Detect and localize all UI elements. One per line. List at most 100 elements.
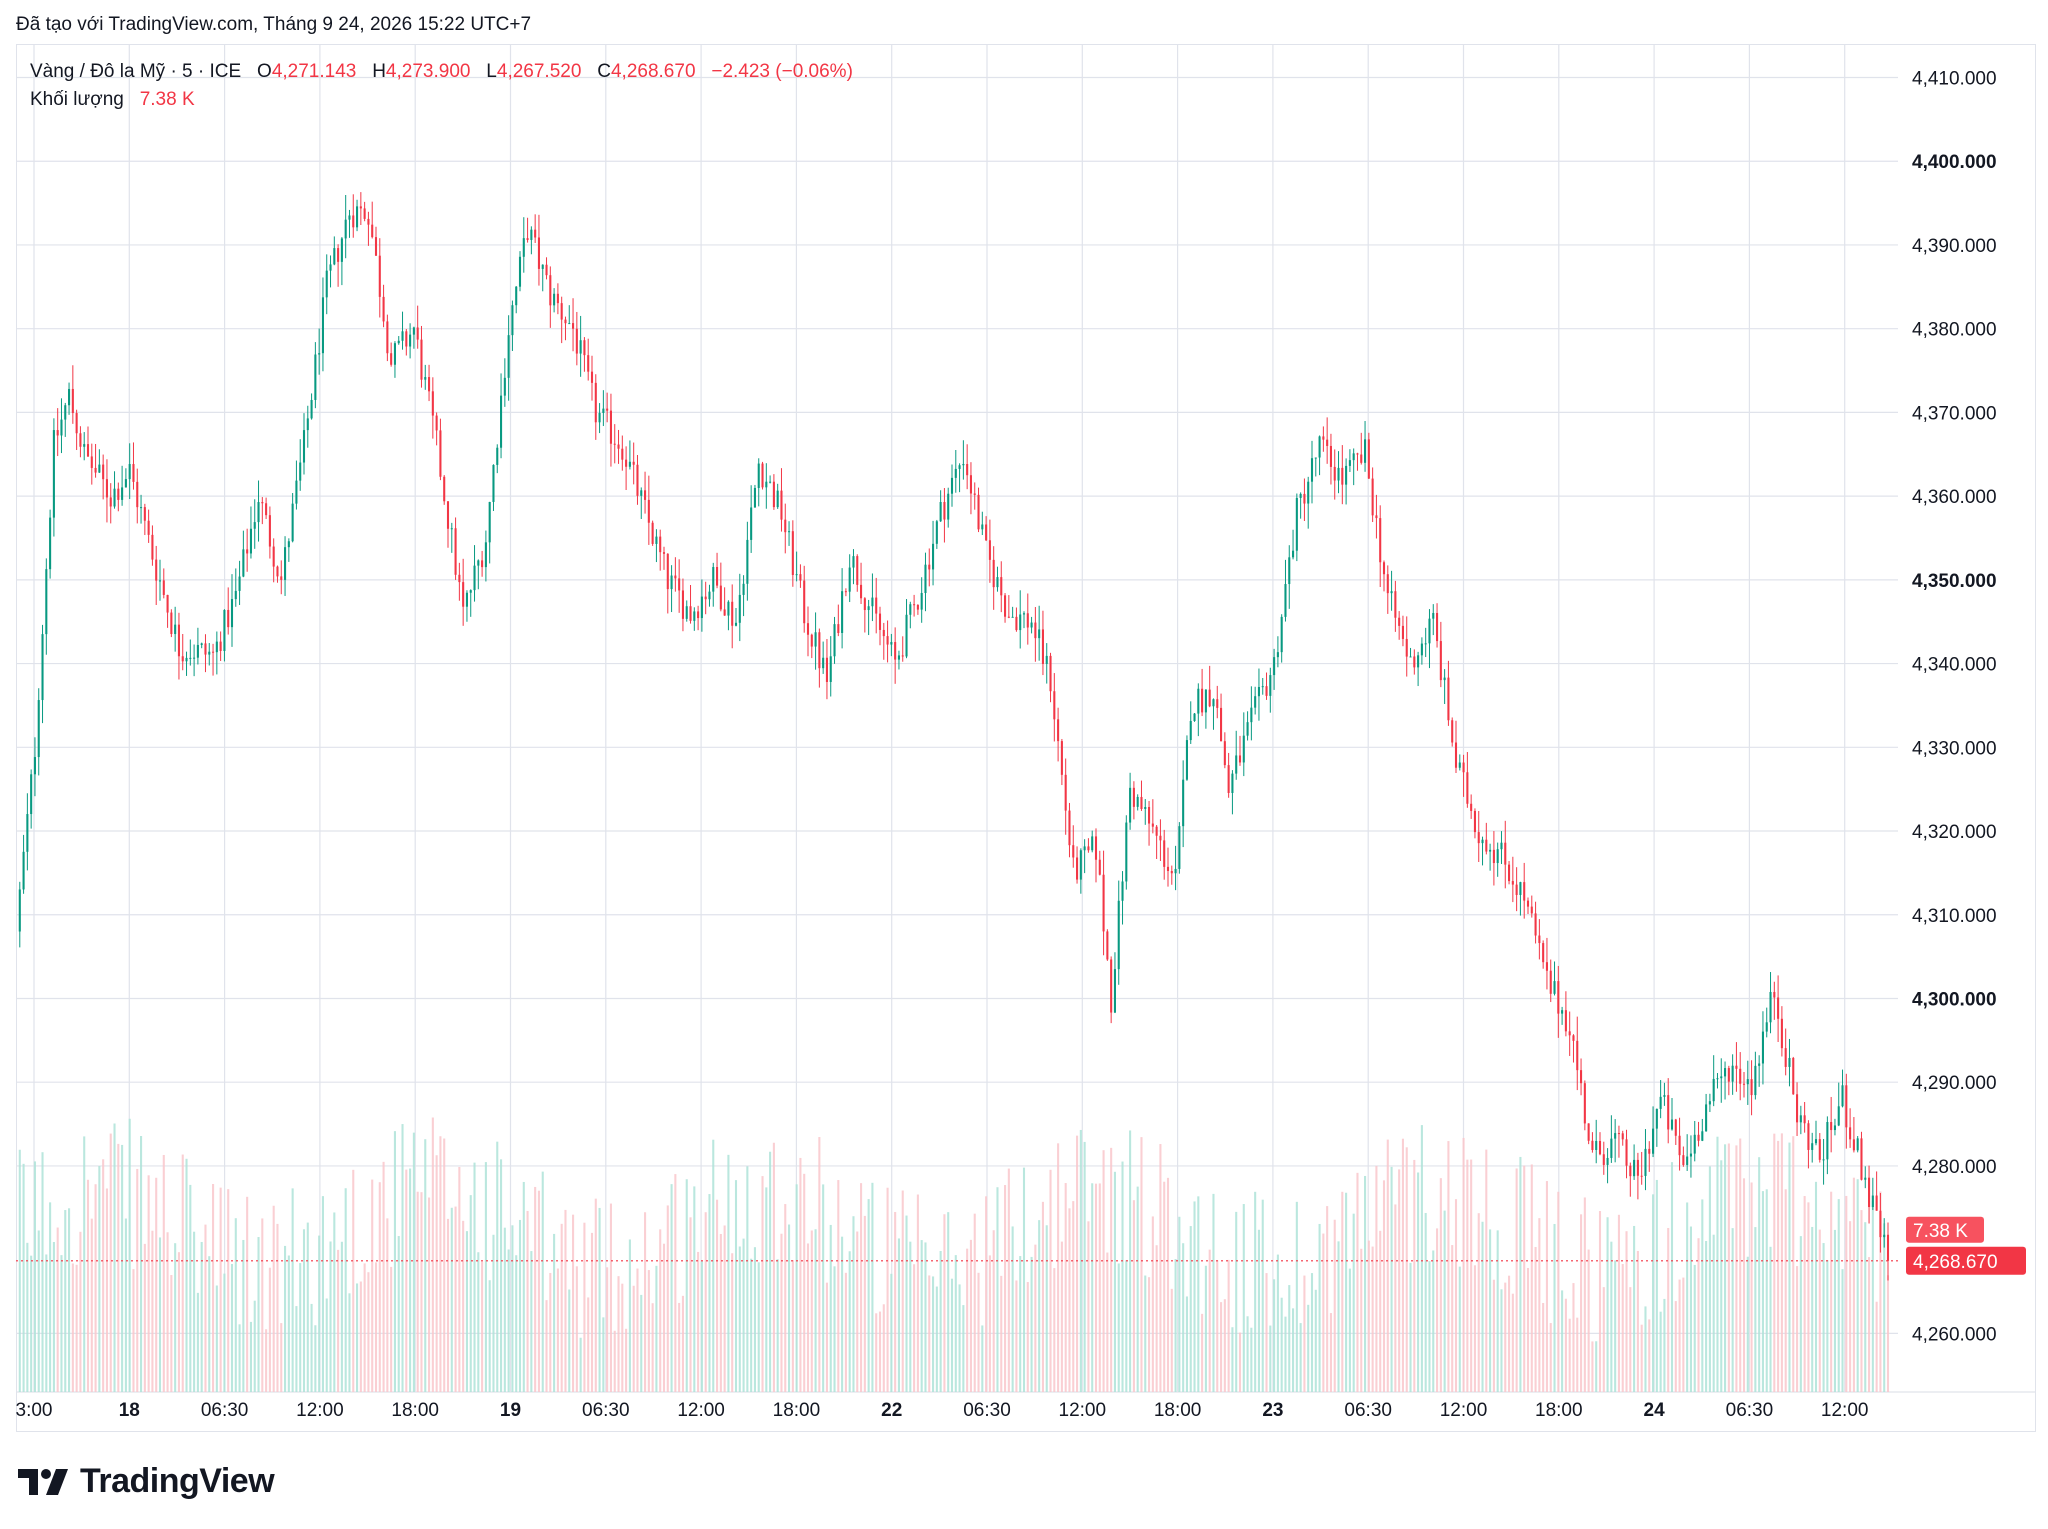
candle-body bbox=[1314, 457, 1317, 459]
volume-bar bbox=[310, 1303, 313, 1392]
volume-bar bbox=[1030, 1256, 1033, 1392]
candle-body bbox=[1557, 981, 1560, 1014]
candle-body bbox=[572, 323, 575, 329]
candle-body bbox=[1299, 493, 1302, 498]
candle-body bbox=[863, 598, 866, 611]
volume-bar bbox=[1064, 1183, 1067, 1392]
time-tick-label: 18 bbox=[119, 1400, 140, 1421]
volume-bar bbox=[1197, 1196, 1200, 1392]
candle-body bbox=[1098, 859, 1101, 875]
volume-bar bbox=[1481, 1221, 1484, 1392]
candle-body bbox=[469, 590, 472, 593]
candle-body bbox=[1284, 584, 1287, 617]
candle-body bbox=[420, 339, 423, 380]
price-tick-label: 4,380.000 bbox=[1912, 320, 1997, 341]
candle-body bbox=[685, 606, 688, 619]
candle-body bbox=[841, 591, 844, 633]
candle-body bbox=[810, 634, 813, 647]
volume-bar bbox=[1117, 1263, 1120, 1392]
candle-body bbox=[1841, 1085, 1844, 1107]
candle-body bbox=[1113, 969, 1116, 1013]
candle-body bbox=[1432, 612, 1435, 619]
volume-bar bbox=[446, 1218, 450, 1392]
volume-bar bbox=[397, 1236, 400, 1392]
candle-body bbox=[791, 531, 794, 575]
candle-body bbox=[1538, 935, 1541, 944]
volume-bar bbox=[1830, 1191, 1833, 1392]
low-value: 4,267.520 bbox=[496, 61, 582, 82]
candle-body bbox=[776, 490, 779, 508]
chart-frame[interactable] bbox=[16, 44, 2036, 1432]
volume-bar bbox=[1148, 1277, 1151, 1392]
price-tick-label: 4,370.000 bbox=[1912, 403, 1997, 424]
candle-body bbox=[367, 218, 370, 225]
candle-body bbox=[1011, 616, 1014, 618]
volume-bar bbox=[227, 1189, 230, 1392]
candle-body bbox=[556, 293, 559, 304]
volume-bar bbox=[49, 1202, 52, 1392]
volume-bar bbox=[719, 1233, 722, 1392]
candle-body bbox=[636, 464, 639, 496]
candle-body bbox=[416, 327, 419, 340]
candle-body bbox=[1508, 864, 1511, 882]
volume-bar bbox=[1727, 1143, 1730, 1392]
candle-body bbox=[1595, 1140, 1598, 1150]
candle-body bbox=[693, 611, 696, 621]
candle-body bbox=[22, 851, 25, 890]
volume-bar bbox=[848, 1251, 851, 1392]
candle-body bbox=[1038, 629, 1041, 639]
candle-body bbox=[662, 552, 666, 554]
volume-bar bbox=[1814, 1181, 1818, 1392]
price-tick-label: 4,340.000 bbox=[1912, 655, 1997, 676]
time-axis[interactable]: 3:00 18 06:30 12:00 18:00 19 06:30 12:00 18:00 22… bbox=[16, 1400, 1869, 1421]
volume-bar bbox=[1500, 1289, 1503, 1392]
volume-bar bbox=[1295, 1201, 1298, 1392]
candle-body bbox=[818, 632, 821, 669]
candle-body bbox=[1852, 1139, 1855, 1151]
price-tick-label: 4,390.000 bbox=[1912, 236, 1997, 257]
candle-body bbox=[1826, 1122, 1829, 1160]
volume-bar bbox=[772, 1142, 775, 1392]
time-tick-label: 06:30 bbox=[1344, 1400, 1392, 1421]
candle-body bbox=[1492, 849, 1495, 864]
candle-body bbox=[431, 391, 434, 416]
candle-body bbox=[613, 443, 616, 445]
volume-bar bbox=[829, 1224, 832, 1392]
volume-bar bbox=[1049, 1169, 1052, 1392]
volume-bar bbox=[1826, 1260, 1829, 1392]
volume-bar bbox=[56, 1227, 59, 1392]
volume-bar bbox=[1174, 1259, 1177, 1392]
volume-bar bbox=[1598, 1211, 1602, 1392]
candle-body bbox=[26, 814, 29, 852]
volume-bar bbox=[284, 1245, 287, 1392]
volume-label[interactable]: Khối lượng bbox=[30, 89, 124, 110]
volume-bar bbox=[295, 1306, 298, 1392]
candle-body bbox=[1830, 1122, 1833, 1131]
candle-body bbox=[621, 448, 624, 460]
volume-bar bbox=[916, 1194, 919, 1392]
volume-bar bbox=[560, 1223, 563, 1392]
candle-body bbox=[268, 515, 271, 547]
price-axis[interactable]: 4,410.000 4,400.000 4,390.000 4,380.000 4,37… bbox=[1912, 68, 1997, 1345]
symbol-label[interactable]: Vàng / Đô la Mỹ · 5 · ICE bbox=[30, 61, 242, 82]
volume-bar bbox=[45, 1254, 48, 1392]
volume-bar bbox=[79, 1231, 82, 1392]
tradingview-logo[interactable]: TradingView bbox=[18, 1462, 275, 1501]
volume-bar bbox=[340, 1241, 343, 1392]
candle-body bbox=[962, 463, 965, 466]
volume-bar bbox=[681, 1295, 684, 1392]
volume-bar bbox=[765, 1187, 768, 1392]
volume-bar bbox=[988, 1255, 991, 1392]
volume-bar bbox=[1595, 1341, 1598, 1392]
volume-bar bbox=[1803, 1196, 1806, 1392]
volume-bar bbox=[1538, 1218, 1541, 1392]
volume-bar bbox=[1087, 1221, 1090, 1392]
volume-bar bbox=[1648, 1319, 1651, 1392]
candle-body bbox=[397, 340, 400, 344]
volume-bar bbox=[1216, 1260, 1219, 1392]
candle-body bbox=[1727, 1068, 1730, 1082]
candle-body bbox=[223, 609, 226, 651]
volume-bar bbox=[954, 1255, 957, 1392]
volume-bar bbox=[1250, 1327, 1253, 1392]
